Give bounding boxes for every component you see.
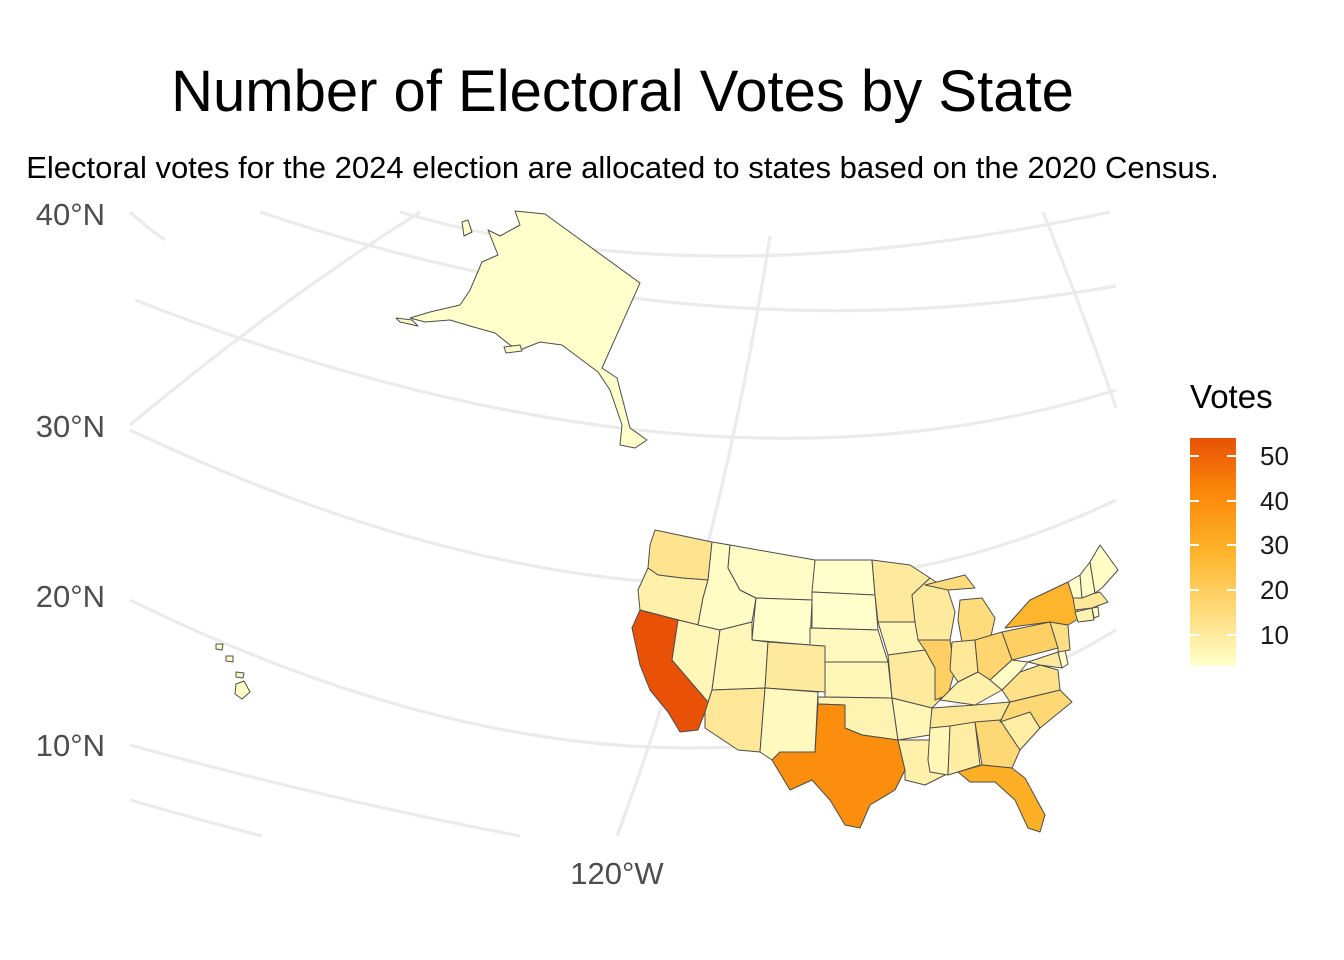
legend-color-bar: [1190, 438, 1236, 666]
legend-tick-label: 50: [1260, 440, 1289, 471]
legend-tick-mark: [1227, 544, 1236, 547]
state-ME: [1089, 544, 1119, 594]
graticule-meridian-160: [128, 210, 421, 427]
graticule-parallel-40: [399, 210, 1111, 258]
map-subtitle: Electoral votes for the 2024 election ar…: [0, 150, 1245, 186]
state-IL: [917, 639, 956, 701]
state-SD: [811, 591, 879, 631]
lat-label-20: 20°N: [36, 579, 105, 614]
legend-title: Votes: [1190, 378, 1273, 415]
state-CT: [1074, 607, 1095, 623]
graticule-parallel-10: [129, 743, 521, 838]
legend-tick-mark: [1227, 499, 1236, 502]
state-FL: [957, 764, 1046, 833]
graticule-parallel-35: [259, 210, 1117, 313]
lat-label-10: 10°N: [36, 728, 105, 763]
map-title: Number of Electoral Votes by State: [171, 59, 1074, 124]
state-AZ: [704, 687, 766, 753]
map-subtitle-text: Electoral votes for the 2024 election ar…: [26, 150, 1219, 185]
legend-tick-mark: [1227, 454, 1236, 457]
legend-tick-mark: [1190, 454, 1199, 457]
lat-label-40: 40°N: [36, 197, 105, 232]
graticule-parallel-30: [134, 298, 1117, 440]
graticule-meridian-140: [1041, 211, 1118, 409]
state-CO: [764, 641, 826, 693]
legend-tick-label: 20: [1260, 575, 1289, 605]
state-NY: [1004, 581, 1081, 629]
state-HI: [234, 680, 251, 700]
state-GA: [974, 719, 1021, 769]
state-HI-kauai: [215, 643, 224, 651]
state-WI: [911, 577, 956, 641]
legend-tick-mark: [1190, 633, 1199, 636]
state-AK: [409, 210, 648, 449]
legend-tick-mark: [1190, 544, 1199, 547]
graticule-meridian-170: [128, 210, 166, 242]
state-KS: [824, 661, 893, 699]
states: [215, 210, 1119, 833]
state-NM: [759, 687, 819, 761]
state-MS: [927, 725, 951, 776]
state-MI-up: [924, 574, 976, 591]
state-HI-maui: [235, 671, 245, 679]
state-ND: [811, 559, 876, 596]
state-HI-oahu: [225, 655, 234, 663]
legend-tick-label: 40: [1260, 485, 1289, 516]
legend-tick-mark: [1190, 589, 1199, 591]
state-RI: [1091, 606, 1100, 619]
state-WV: [989, 659, 1029, 691]
legend-tick-label: 10: [1260, 619, 1289, 650]
legend-tick-label: 30: [1260, 530, 1289, 561]
lon-label-120w: 120°W: [570, 856, 664, 891]
graticule: [128, 210, 1118, 838]
lon-axis-labels: 120°W: [570, 856, 664, 891]
state-WY: [751, 597, 813, 646]
lat-axis-labels: 40°N 30°N 20°N 10°N: [36, 197, 105, 763]
legend-tick-mark: [1227, 633, 1236, 636]
state-AK-island: [503, 344, 523, 354]
legend-tick-mark: [1190, 499, 1199, 502]
legend-tick-mark: [1227, 589, 1236, 591]
state-WA: [647, 529, 713, 581]
state-AK-island-2: [395, 317, 419, 327]
graticule-parallel-25: [129, 428, 1117, 587]
graticule-parallel-5: [129, 798, 263, 838]
state-AK-island-3: [461, 219, 473, 237]
lat-label-30: 30°N: [36, 409, 105, 444]
state-TX: [771, 703, 906, 829]
